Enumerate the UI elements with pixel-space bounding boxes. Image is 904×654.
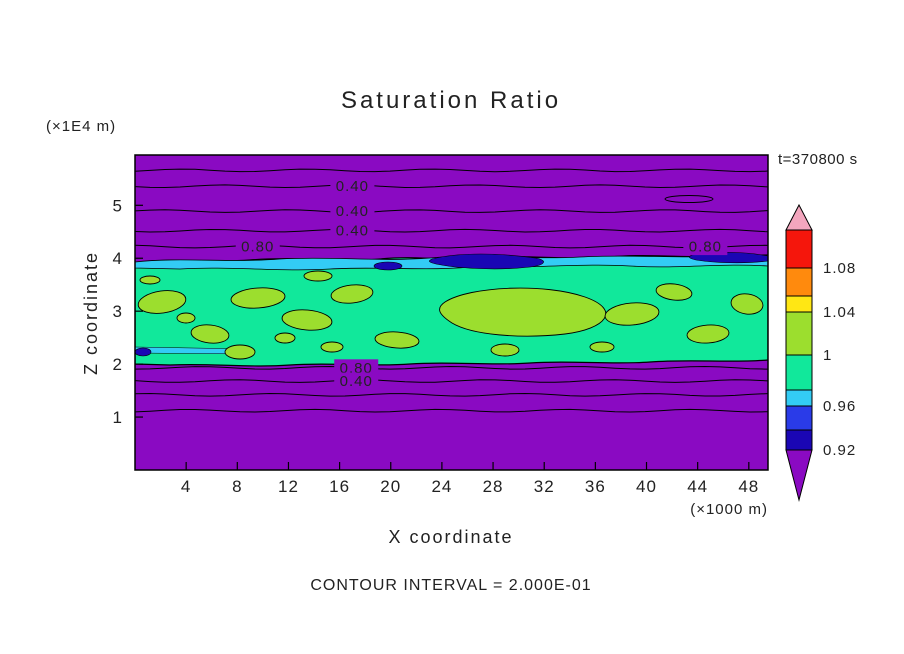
contour-lines-group: 0.400.400.400.80 0.800.800.40 bbox=[134, 168, 769, 413]
patch bbox=[655, 283, 693, 301]
x-tick-label: 16 bbox=[329, 477, 350, 496]
colorbar-label: 0.92 bbox=[823, 442, 856, 459]
x-tick-label: 24 bbox=[431, 477, 452, 496]
x-tick-label: 20 bbox=[380, 477, 401, 496]
contour-line bbox=[134, 168, 769, 173]
patch-large bbox=[439, 287, 607, 337]
z-tick-label: 1 bbox=[113, 408, 123, 427]
colorbar-cap bbox=[785, 203, 813, 231]
x-axis-ticks: 4 8 12 16 20 24 28 32 36 40 44 48 bbox=[181, 462, 759, 496]
contour-line bbox=[134, 184, 769, 189]
plot-area: 0.400.400.400.80 0.800.800.40 4 8 12 16 20 24 2… bbox=[113, 154, 769, 496]
field-band-group bbox=[135, 252, 768, 367]
patch bbox=[589, 341, 615, 353]
colorbar-segment bbox=[785, 295, 813, 313]
contour-line-label: 0.40 bbox=[336, 178, 369, 195]
patch bbox=[490, 343, 520, 357]
z-tick-label: 4 bbox=[113, 249, 123, 268]
contour-line bbox=[134, 408, 769, 413]
patch bbox=[604, 302, 660, 326]
patch bbox=[686, 324, 730, 344]
colorbar: 1.08 1.04 1 0.96 0.92 bbox=[785, 203, 856, 502]
contour-label-bg bbox=[330, 177, 375, 195]
contour-line bbox=[134, 379, 769, 383]
closed-contour-topright bbox=[664, 195, 714, 203]
patch bbox=[274, 332, 296, 344]
contour-label-bg bbox=[330, 222, 375, 240]
colorbar-label: 1.08 bbox=[823, 260, 856, 277]
x-tick-label: 4 bbox=[181, 477, 191, 496]
chart-title: Saturation Ratio bbox=[341, 87, 561, 114]
colorbar-segment bbox=[785, 429, 813, 451]
z-tick-label: 5 bbox=[113, 196, 123, 215]
x-axis-label: X coordinate bbox=[388, 527, 513, 547]
colorbar-tail bbox=[785, 449, 813, 502]
x-tick-label: 8 bbox=[232, 477, 242, 496]
x-tick-label: 12 bbox=[278, 477, 299, 496]
patch bbox=[137, 290, 187, 314]
contour-line bbox=[134, 209, 769, 213]
x-tick-label: 44 bbox=[687, 477, 708, 496]
patch bbox=[374, 331, 420, 349]
patch bbox=[139, 275, 161, 285]
patch bbox=[320, 341, 344, 353]
z-tick-label: 3 bbox=[113, 302, 123, 321]
colorbar-segment bbox=[785, 389, 813, 407]
contour-interval-note: CONTOUR INTERVAL = 2.000E-01 bbox=[310, 577, 591, 594]
patch bbox=[730, 293, 764, 315]
patch bbox=[190, 324, 230, 344]
colorbar-segment bbox=[785, 354, 813, 391]
contour-label-bg bbox=[334, 359, 379, 377]
patch bbox=[303, 270, 333, 282]
navy-spot-left bbox=[135, 347, 152, 357]
colorbar-segment bbox=[785, 311, 813, 356]
patch bbox=[230, 287, 286, 309]
z-tick-label: 2 bbox=[113, 355, 123, 374]
x-tick-label: 32 bbox=[534, 477, 555, 496]
contour-line bbox=[134, 228, 769, 233]
z-axis-ticks: 1 2 3 4 5 bbox=[113, 196, 143, 427]
contour-line-label: 0.80 bbox=[241, 239, 274, 256]
contour-label-bg bbox=[334, 372, 379, 390]
contour-label-bg bbox=[235, 238, 280, 256]
contour-line-label: 0.40 bbox=[340, 373, 373, 390]
contour-line-label: 0.80 bbox=[689, 239, 722, 256]
colorbar-label: 0.96 bbox=[823, 398, 856, 415]
colorbar-segment bbox=[785, 405, 813, 431]
patch bbox=[330, 284, 374, 304]
contour-line bbox=[134, 365, 768, 370]
colorbar-label: 1 bbox=[823, 347, 832, 364]
contour-line bbox=[134, 392, 769, 397]
x-tick-label: 48 bbox=[738, 477, 759, 496]
plot-frame bbox=[134, 154, 769, 471]
patches-group bbox=[137, 270, 764, 360]
z-unit-label: (×1E4 m) bbox=[46, 118, 116, 135]
patch bbox=[224, 344, 256, 360]
x-tick-label: 36 bbox=[585, 477, 606, 496]
x-tick-label: 28 bbox=[483, 477, 504, 496]
z-axis-label: Z coordinate bbox=[81, 251, 101, 375]
colorbar-segment bbox=[785, 267, 813, 297]
timestamp: t=370800 s bbox=[778, 151, 858, 168]
patch bbox=[176, 312, 196, 324]
colorbar-label: 1.04 bbox=[823, 304, 856, 321]
patch bbox=[281, 309, 333, 331]
colorbar-segment bbox=[785, 229, 813, 269]
contour-line-label: 0.40 bbox=[336, 203, 369, 220]
navy-spot-mid bbox=[373, 261, 403, 271]
contour-label-bg bbox=[683, 238, 728, 256]
contour-label-bg bbox=[330, 202, 375, 220]
x-tick-label: 40 bbox=[636, 477, 657, 496]
contour-line-label: 0.40 bbox=[336, 223, 369, 240]
x-unit-label: (×1000 m) bbox=[690, 501, 768, 518]
navy-streak-center bbox=[429, 253, 544, 270]
